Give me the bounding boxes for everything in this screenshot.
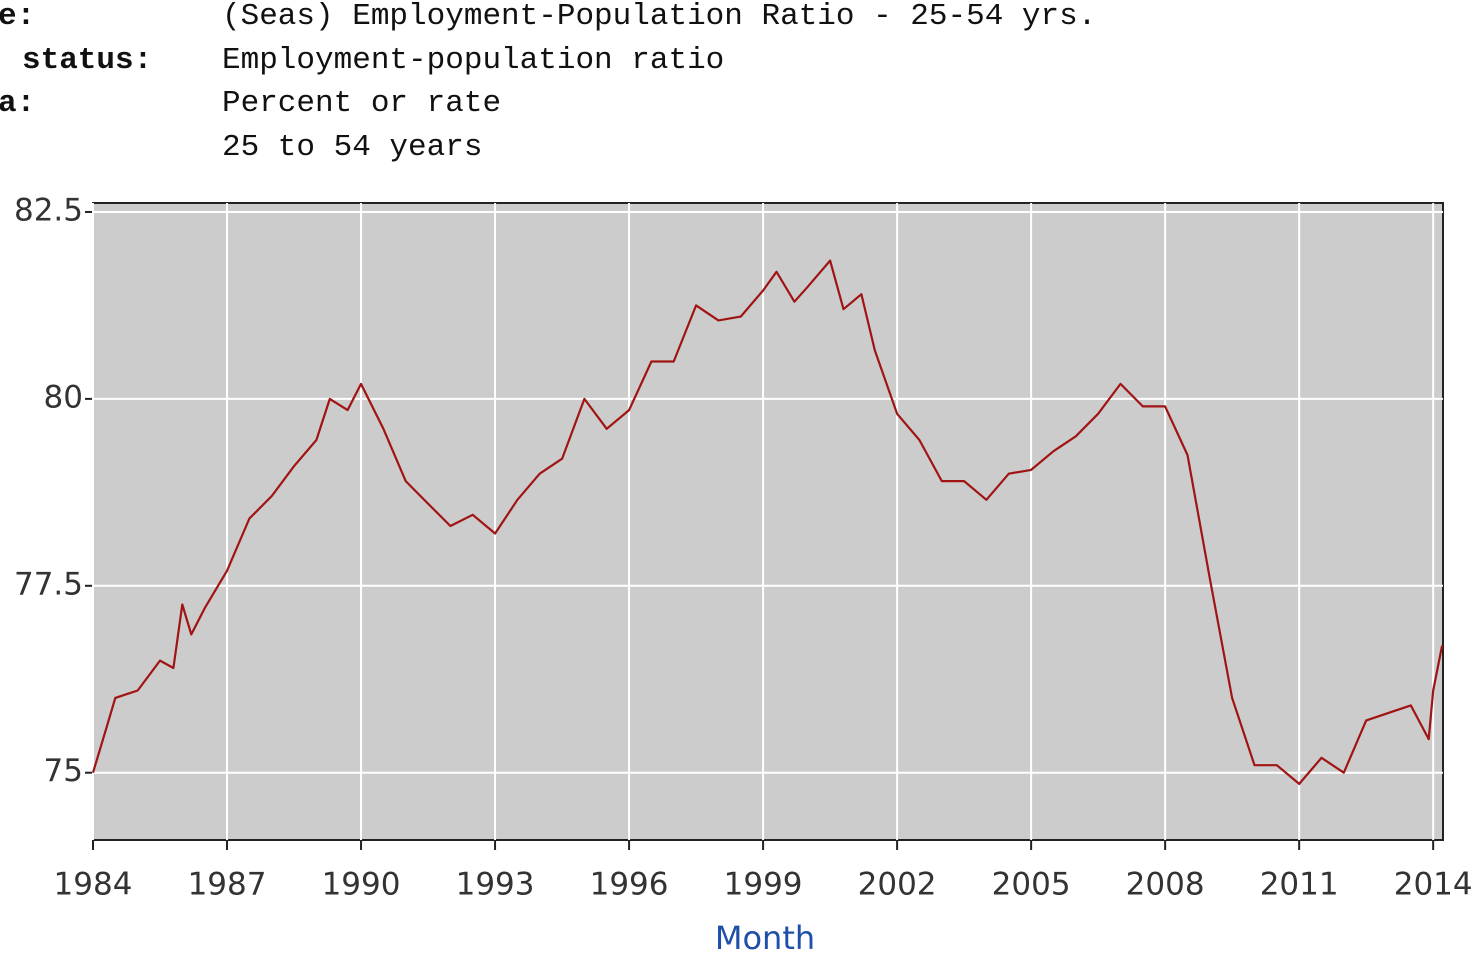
header-value: Percent or rate xyxy=(222,86,501,121)
x-tick-label: 1987 xyxy=(188,867,267,903)
header-value: (Seas) Employment-Population Ratio - 25-… xyxy=(222,0,1096,34)
header-value: Employment-population ratio xyxy=(222,43,724,78)
x-tick-label: 2014 xyxy=(1394,867,1473,903)
x-tick-label: 1990 xyxy=(322,867,401,903)
x-tick-label: 2005 xyxy=(992,867,1071,903)
x-tick-label: 2011 xyxy=(1260,867,1339,903)
x-axis-label: Month xyxy=(715,919,815,957)
y-tick-label: 77.5 xyxy=(14,566,83,602)
data-line xyxy=(91,259,1444,785)
header-value: 25 to 54 years xyxy=(222,130,482,165)
header-label: e: xyxy=(0,0,35,34)
y-tick-label: 82.5 xyxy=(14,192,83,228)
plot-area xyxy=(92,202,1444,841)
header-label: status: xyxy=(22,43,152,78)
header-label: a: xyxy=(0,86,35,121)
x-tick-label: 2002 xyxy=(858,867,937,903)
x-tick-label: 1993 xyxy=(456,867,535,903)
y-tick-label: 80 xyxy=(44,379,83,415)
x-tick-label: 2008 xyxy=(1126,867,1205,903)
x-tick-label: 1999 xyxy=(724,867,803,903)
x-tick-label: 1984 xyxy=(54,867,133,903)
x-tick-label: 1996 xyxy=(590,867,669,903)
y-tick-label: 75 xyxy=(44,753,83,789)
